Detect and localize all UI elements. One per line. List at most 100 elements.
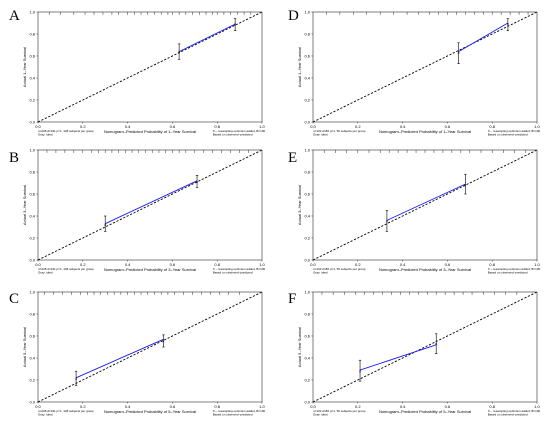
y-tick-label: 0.0 <box>29 119 35 124</box>
x-tick-label: 0.8 <box>214 124 220 129</box>
y-axis-label: Actual 5–Year Survival <box>22 327 27 367</box>
note-right-2: Based on observed–predicted <box>488 413 528 417</box>
note-right-2: Based on observed–predicted <box>213 413 253 417</box>
plot-frame <box>312 11 538 123</box>
x-tick-label: 0.6 <box>170 124 176 129</box>
y-tick-label: 0.4 <box>29 75 35 80</box>
y-tick-label: 1.0 <box>29 147 35 152</box>
y-tick-label: 0.8 <box>304 311 310 316</box>
note-right-1: X – resampling optimism added, B=100 <box>488 267 541 271</box>
y-axis-label: Actual 3–Year Survival <box>22 185 27 225</box>
panel-e: E 0.0 0.2 0.4 0.6 0.8 1.0 0.0 0.2 0.4 0.6 0.8 1.0 Nom… <box>288 147 541 274</box>
y-tick-label: 0.4 <box>304 213 310 218</box>
panel-label: D <box>288 8 299 24</box>
y-tick-label: 1.0 <box>304 9 310 14</box>
y-tick-label: 0.2 <box>304 97 310 102</box>
observed-point: × <box>435 342 438 346</box>
apparent-line <box>75 338 164 379</box>
panel-label: F <box>288 291 296 307</box>
note-right-1: X – resampling optimism added, B=100 <box>213 267 266 271</box>
observed-point: × <box>457 51 460 55</box>
x-tick-label: 0.8 <box>214 404 220 409</box>
y-tick-label: 0.2 <box>29 97 35 102</box>
ideal-line <box>312 11 538 123</box>
panel-c: C 0.0 0.2 0.4 0.6 0.8 1.0 0.0 0.2 0.4 0.6 0.8 1.0 Nom… <box>9 289 266 416</box>
x-tick-label: 0.6 <box>445 404 451 409</box>
observed-point: × <box>196 180 199 184</box>
y-tick-label: 1.0 <box>29 289 35 294</box>
y-tick-label: 0.8 <box>29 169 35 174</box>
note-right-1: X – resampling optimism added, B=100 <box>213 129 266 133</box>
observed-point: × <box>385 220 388 224</box>
note-right-1: X – resampling optimism added, B=100 <box>213 409 266 413</box>
note-right-2: Based on observed–predicted <box>488 271 528 275</box>
observed-point: × <box>104 223 107 227</box>
x-tick-label: 0.0 <box>310 404 316 409</box>
panel-f: F 0.0 0.2 0.4 0.6 0.8 1.0 0.0 0.2 0.4 0.6 0.8 1.0 Nom… <box>288 289 541 416</box>
note-left-2: Gray: ideal <box>313 413 328 417</box>
y-tick-label: 0.4 <box>304 355 310 360</box>
x-tick-label: 0.8 <box>489 404 495 409</box>
ideal-line <box>37 149 263 261</box>
x-tick-label: 0.4 <box>125 262 131 267</box>
x-tick-label: 0.0 <box>310 124 316 129</box>
x-tick-label: 1.0 <box>534 124 540 129</box>
ideal-line <box>312 291 538 403</box>
x-axis-label: Nomogram–Predicted Probability of 3–Year… <box>104 267 196 272</box>
note-right-2: Based on observed–predicted <box>488 133 528 137</box>
panel-label: E <box>288 150 297 166</box>
x-tick-label: 0.2 <box>355 124 361 129</box>
apparent-line <box>178 23 236 53</box>
y-tick-label: 0.2 <box>29 235 35 240</box>
plot-frame <box>37 11 263 123</box>
y-axis-label: Actual 5–Year Survival <box>297 327 302 367</box>
y-tick-label: 0.2 <box>29 377 35 382</box>
note-left-1: n=228 d=191 p=1, 106 subjects per group <box>38 267 94 271</box>
note-left-2: Gray: ideal <box>38 133 53 137</box>
y-tick-label: 0.0 <box>304 399 310 404</box>
y-tick-label: 0.0 <box>304 257 310 262</box>
x-tick-label: 0.0 <box>35 404 41 409</box>
y-tick-label: 0.6 <box>29 191 35 196</box>
x-tick-label: 0.6 <box>170 262 176 267</box>
x-tick-label: 0.8 <box>489 124 495 129</box>
note-left-2: Gray: ideal <box>313 133 328 137</box>
x-tick-label: 0.2 <box>80 404 86 409</box>
note-left-1: n=103 d=86 p=1, 50 subjects per group <box>313 409 366 413</box>
y-tick-label: 0.6 <box>29 53 35 58</box>
panel-label: B <box>9 150 19 166</box>
plot-frame <box>312 291 538 403</box>
x-axis-label: Nomogram–Predicted Probability of 1–Year… <box>379 129 471 134</box>
x-tick-label: 0.4 <box>125 404 131 409</box>
observed-point: × <box>464 183 467 187</box>
y-tick-label: 0.6 <box>29 333 35 338</box>
x-tick-label: 0.2 <box>355 404 361 409</box>
y-tick-label: 0.8 <box>304 169 310 174</box>
x-tick-label: 1.0 <box>259 262 265 267</box>
observed-point: × <box>359 369 362 373</box>
x-tick-label: 0.6 <box>170 404 176 409</box>
note-left-1: n=103 d=86 p=1, 50 subjects per group <box>313 129 366 133</box>
x-tick-label: 0.2 <box>80 124 86 129</box>
note-right-1: X – resampling optimism added, B=100 <box>488 409 541 413</box>
y-axis-label: Actual 1–Year Survival <box>22 47 27 87</box>
y-tick-label: 1.0 <box>304 289 310 294</box>
y-axis-label: Actual 3–Year Survival <box>297 185 302 225</box>
panel-a: A 0.0 0.2 0.4 0.6 0.8 1.0 0.0 0.2 0.4 0.6 0.8 1.0 Nom… <box>9 8 266 137</box>
x-tick-label: 1.0 <box>259 404 265 409</box>
y-tick-label: 0.4 <box>29 213 35 218</box>
x-tick-label: 0.4 <box>400 404 406 409</box>
note-right-2: Based on observed–predicted <box>213 271 253 275</box>
x-axis-label: Nomogram–Predicted Probability of 3–Year… <box>379 267 471 272</box>
observed-point: × <box>178 50 181 54</box>
x-tick-label: 0.4 <box>400 124 406 129</box>
observed-point: × <box>162 340 165 344</box>
x-axis-label: Nomogram–Predicted Probability of 1–Year… <box>104 129 196 134</box>
y-tick-label: 0.8 <box>29 311 35 316</box>
observed-point: × <box>75 377 78 381</box>
y-tick-label: 1.0 <box>304 147 310 152</box>
y-tick-label: 0.6 <box>304 191 310 196</box>
y-tick-label: 0.4 <box>29 355 35 360</box>
x-tick-label: 0.8 <box>489 262 495 267</box>
